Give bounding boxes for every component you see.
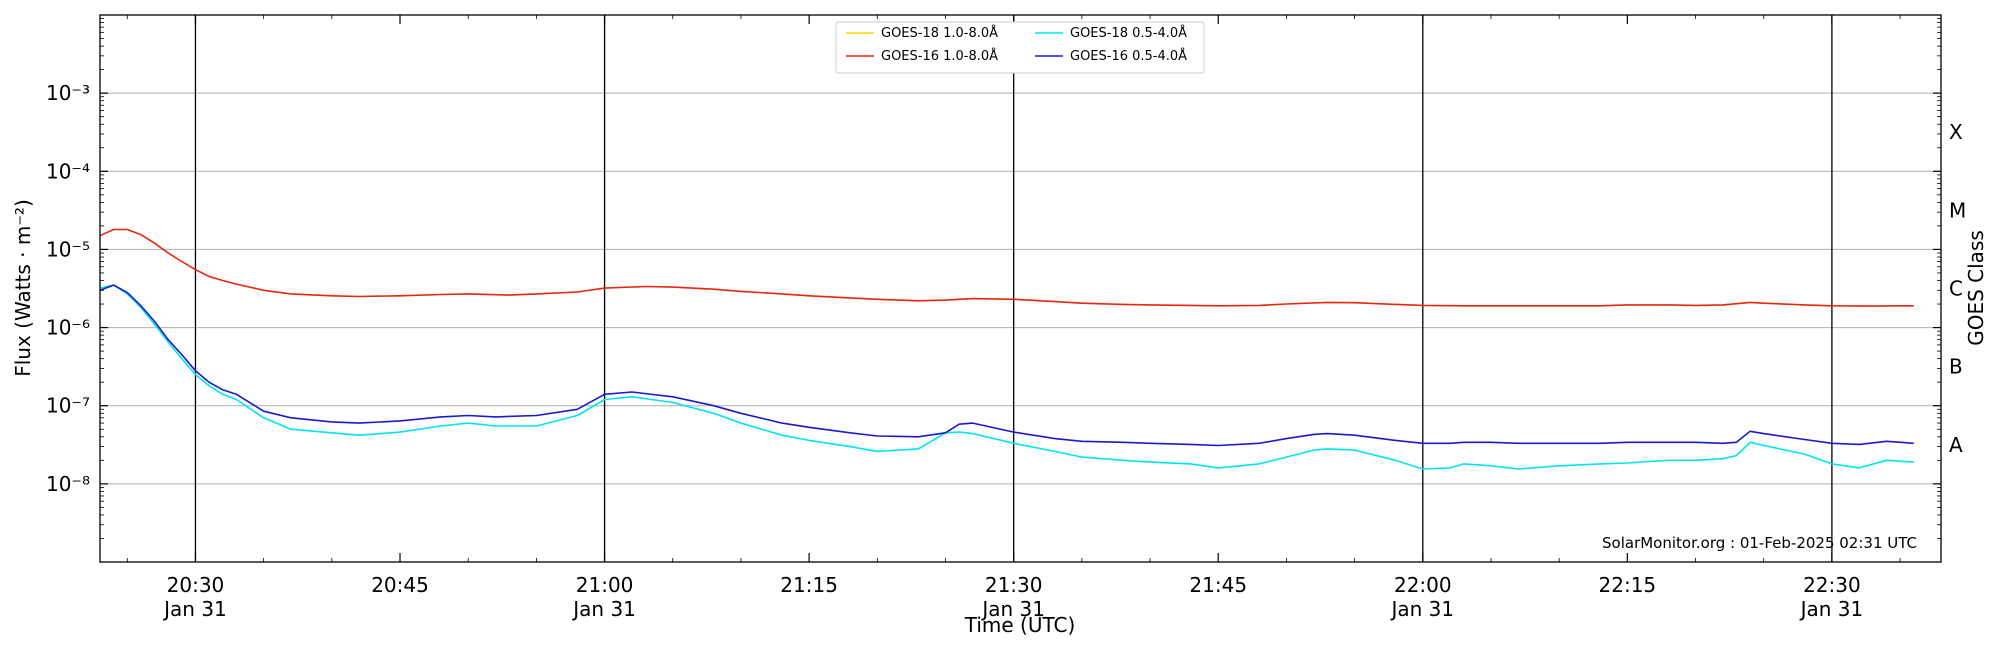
x-tick-label: 22:00 <box>1394 573 1452 597</box>
axis-ticks <box>100 15 1941 562</box>
y-tick-label: 10⁻³ <box>46 81 90 105</box>
y-tick-labels: 10⁻⁸ 10⁻⁷ 10⁻⁶ 10⁻⁵ 10⁻⁴ 10⁻³ <box>46 81 90 496</box>
x-tick-label: 20:30 <box>167 573 225 597</box>
legend-label: GOES-16 1.0-8.0Å <box>881 48 998 64</box>
y-tick-label: 10⁻⁶ <box>46 316 90 340</box>
legend-box <box>835 21 1205 74</box>
goes-class-labels: A B C M X <box>1949 120 1966 457</box>
legend-label: GOES-16 0.5-4.0Å <box>1070 48 1187 64</box>
x-tick-label: 21:00 <box>576 573 634 597</box>
goes-class-label: C <box>1949 277 1963 301</box>
x-tick-date-label: Jan 31 <box>1389 597 1454 621</box>
series-line-1 <box>99 228 1914 307</box>
x-tick-date-label: Jan 31 <box>162 597 227 621</box>
goes-class-label: M <box>1949 198 1966 222</box>
day-divider-lines <box>194 15 1833 562</box>
y-tick-label: 10⁻⁴ <box>46 159 90 183</box>
x-tick-label: 21:15 <box>780 573 838 597</box>
goes-class-label: A <box>1949 433 1963 457</box>
plot-frame <box>99 14 1942 563</box>
x-tick-label: 20:45 <box>371 573 429 597</box>
goes-class-label: X <box>1949 120 1963 144</box>
x-tick-label: 21:45 <box>1189 573 1247 597</box>
grid-lines <box>100 92 1941 485</box>
series-line-3 <box>99 284 1914 447</box>
y-axis-title: Flux (Watts · m⁻²) <box>11 199 35 377</box>
legend: GOES-18 1.0-8.0Å GOES-16 1.0-8.0Å GOES-18 … <box>835 21 1205 74</box>
credit-text: SolarMonitor.org : 01-Feb-2025 02:31 UTC <box>1602 534 1917 552</box>
series-lines <box>99 228 1914 470</box>
series-line-2 <box>99 284 1914 470</box>
x-axis-title: Time (UTC) <box>964 613 1076 637</box>
y-tick-label: 10⁻⁷ <box>46 394 90 418</box>
goes-class-axis-title: GOES Class <box>1964 230 1988 346</box>
goes-class-label: B <box>1949 355 1963 379</box>
legend-label: GOES-18 1.0-8.0Å <box>881 25 998 41</box>
x-tick-label: 22:30 <box>1803 573 1861 597</box>
x-tick-label: 22:15 <box>1599 573 1657 597</box>
x-tick-date-label: Jan 31 <box>980 597 1045 621</box>
x-tick-label: 21:30 <box>985 573 1043 597</box>
y-tick-label: 10⁻⁸ <box>46 472 90 496</box>
x-tick-date-label: Jan 31 <box>571 597 636 621</box>
legend-label: GOES-18 0.5-4.0Å <box>1070 25 1187 41</box>
y-tick-label: 10⁻⁵ <box>46 237 90 261</box>
x-tick-date-label: Jan 31 <box>1799 597 1864 621</box>
